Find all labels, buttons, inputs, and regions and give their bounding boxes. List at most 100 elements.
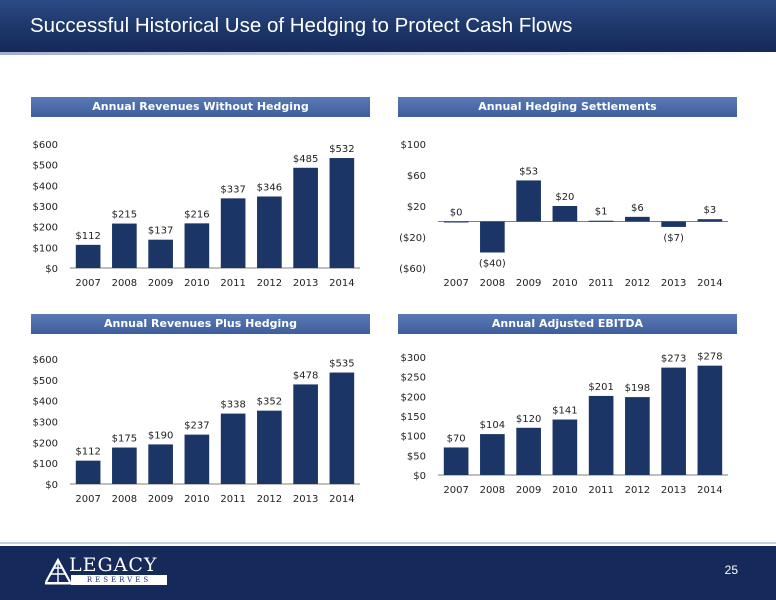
bar-2007: [443, 221, 469, 223]
bar-2012: [625, 397, 650, 475]
x-tick-label: 2009: [148, 278, 173, 289]
bar-2007: [75, 460, 101, 484]
bar-2010: [552, 419, 578, 475]
y-tick-label: $60: [407, 171, 426, 182]
data-label: $535: [329, 359, 354, 370]
bar-2013: [661, 367, 686, 475]
x-tick-label: 2013: [293, 278, 318, 289]
x-tick-label: 2014: [697, 485, 722, 496]
data-label: $485: [293, 154, 318, 165]
chart-revenues-without-hedging: $0 $100 $200 $300 $400 $500 $600 $112 2007 $215 20…: [33, 140, 360, 289]
data-label: $478: [293, 370, 318, 381]
bar-2012: [257, 196, 282, 268]
x-tick-label: 2012: [257, 278, 282, 289]
data-label: $337: [220, 184, 245, 195]
y-tick-label: ($20): [399, 233, 426, 244]
data-label: $1: [595, 207, 608, 218]
y-tick-label: $200: [33, 223, 58, 234]
data-label: $175: [112, 434, 137, 445]
data-label: $215: [112, 210, 137, 221]
data-label: $104: [480, 420, 505, 431]
bar-2009: [148, 239, 173, 268]
data-label: $237: [184, 421, 209, 432]
y-tick-label: $300: [401, 353, 426, 364]
x-tick-label: 2013: [661, 485, 686, 496]
x-tick-label: 2010: [184, 494, 209, 505]
bar-2011: [588, 220, 614, 222]
x-tick-label: 2009: [516, 485, 541, 496]
x-tick-label: 2011: [220, 494, 245, 505]
bar-2010: [184, 223, 210, 268]
bar-2012: [625, 216, 650, 222]
chart-2-title: Annual Hedging Settlements: [398, 97, 737, 117]
page-number: 25: [724, 563, 738, 577]
bar-2014: [329, 372, 355, 484]
data-label: $0: [450, 208, 463, 219]
x-tick-label: 2011: [220, 278, 245, 289]
bar-2008: [480, 434, 505, 475]
x-tick-label: 2008: [480, 485, 505, 496]
company-logo: LEGACY RESERVES: [44, 552, 169, 588]
logo-wordmark: LEGACY: [69, 554, 158, 576]
bar-2009: [516, 180, 541, 222]
x-tick-label: 2014: [329, 494, 354, 505]
y-tick-label: ($60): [399, 264, 426, 275]
x-tick-label: 2013: [293, 494, 318, 505]
x-tick-label: 2008: [112, 494, 137, 505]
data-label: $141: [552, 406, 577, 417]
footer-bar: [0, 546, 776, 600]
y-tick-label: $0: [413, 471, 426, 482]
bar-2011: [220, 413, 246, 484]
header-rule: [0, 52, 776, 55]
y-tick-label: $400: [33, 397, 58, 408]
data-label: $70: [447, 433, 466, 444]
y-tick-label: $200: [401, 392, 426, 403]
y-tick-label: $100: [401, 432, 426, 443]
y-tick-label: $400: [33, 181, 58, 192]
data-label: $338: [220, 400, 245, 411]
bar-2008: [112, 447, 137, 484]
x-tick-label: 2007: [75, 278, 100, 289]
data-label: $112: [75, 231, 100, 242]
x-tick-label: 2010: [552, 278, 577, 289]
x-tick-label: 2010: [184, 278, 209, 289]
x-tick-label: 2009: [148, 494, 173, 505]
bar-2011: [588, 395, 614, 475]
data-label: $532: [329, 144, 354, 155]
bar-2013: [661, 221, 686, 227]
bar-2013: [293, 167, 318, 268]
logo-subtitle: RESERVES: [71, 575, 167, 585]
x-tick-label: 2012: [625, 485, 650, 496]
bar-2013: [293, 384, 318, 484]
bar-2014: [329, 158, 355, 268]
page-title: Successful Historical Use of Hedging to …: [30, 14, 573, 37]
x-tick-label: 2011: [588, 278, 613, 289]
y-tick-label: $500: [33, 161, 58, 172]
y-tick-label: $500: [33, 376, 58, 387]
bar-2014: [697, 365, 723, 475]
bar-2008: [480, 221, 505, 253]
x-tick-label: 2007: [443, 278, 468, 289]
y-tick-label: $600: [33, 140, 58, 151]
x-tick-label: 2014: [697, 278, 722, 289]
chart-1-title: Annual Revenues Without Hedging: [31, 97, 370, 117]
data-label: $352: [257, 397, 282, 408]
oil-derrick-icon: [45, 557, 71, 585]
y-tick-label: $100: [33, 243, 58, 254]
bar-2009: [148, 444, 173, 484]
x-tick-label: 2008: [112, 278, 137, 289]
data-label: $3: [704, 205, 717, 216]
y-tick-label: $300: [33, 418, 58, 429]
x-tick-label: 2009: [516, 278, 541, 289]
footer-rule: [0, 542, 776, 544]
x-tick-label: 2013: [661, 278, 686, 289]
bar-2011: [220, 198, 246, 268]
data-label: $201: [588, 382, 613, 393]
bar-2014: [697, 219, 723, 222]
x-tick-label: 2010: [552, 485, 577, 496]
y-tick-label: $100: [401, 140, 426, 151]
y-tick-label: $300: [33, 202, 58, 213]
y-tick-label: $100: [33, 459, 58, 470]
bar-2010: [552, 206, 578, 222]
chart-4-title: Annual Adjusted EBITDA: [398, 314, 737, 334]
